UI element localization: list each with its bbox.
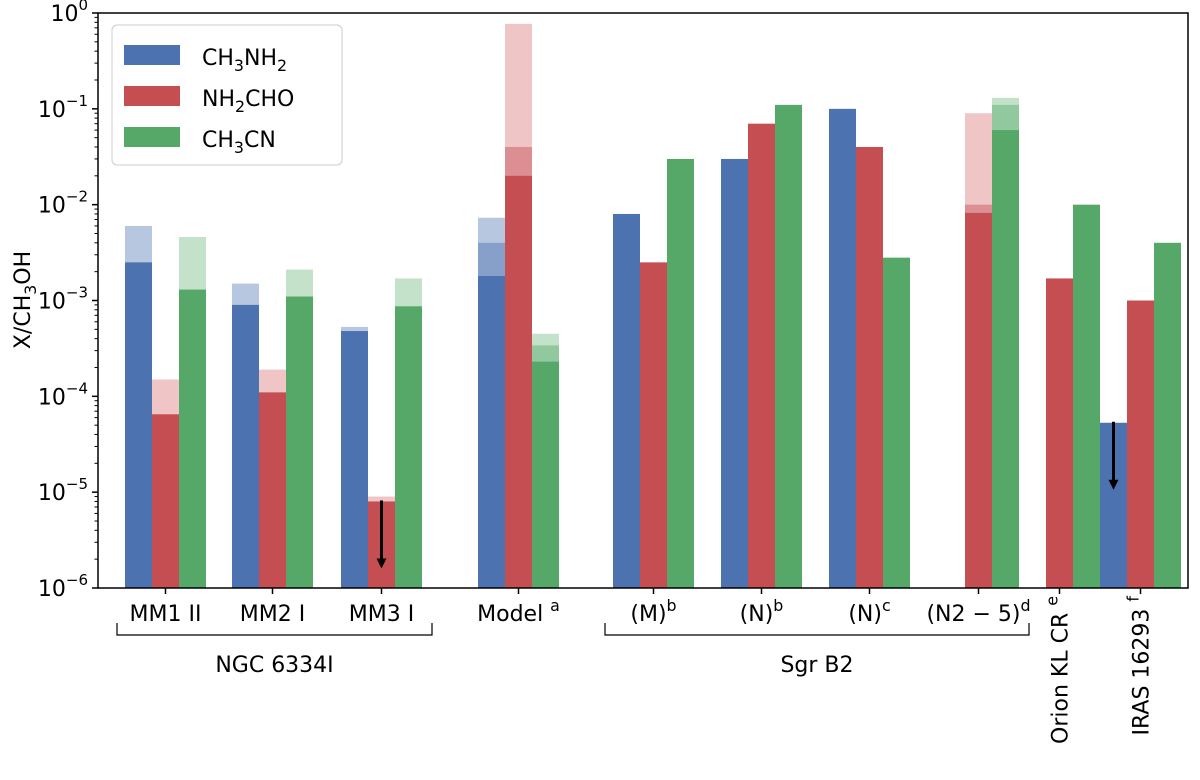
bar-group [721,104,802,589]
bar [152,414,179,588]
x-axis: MM1 II MM2 I MM3 I Model a (M)b (N)b (N)c (N2 −… [130,588,1155,744]
legend-entry: NH2CHO [202,87,294,116]
x-tick-label: (N2 − 5)d [926,596,1030,627]
bar [179,289,206,588]
bar-group [613,158,694,589]
bracket-line [116,623,433,636]
x-tick-label: (N)b [740,596,784,627]
y-axis: 10−6 10−5 10−4 10−3 10−2 10−1 100 [38,0,98,602]
legend-entry: CH3NH2 [202,46,287,75]
bar [856,146,883,589]
x-tick-label: MM1 II [130,602,202,627]
y-tick-label: 10−5 [38,475,88,506]
bar-group [341,278,422,588]
bracket-label: NGC 6334I [215,653,333,678]
upper-limit-arrowhead [1108,479,1119,490]
y-tick-label: 10−4 [38,379,88,410]
bar [1046,278,1073,588]
x-tick-label: (N)c [848,596,890,627]
x-tick-label: (M)b [630,596,676,627]
bracket-line [604,623,1030,636]
y-axis-title: X/CH3OH [11,251,40,349]
bar-group [965,97,1019,589]
legend-swatch [124,86,180,106]
bar [286,296,313,588]
bar [341,331,368,588]
bar [1127,300,1154,588]
legend-swatch [124,127,180,147]
y-tick-label: 100 [50,0,88,27]
bar [1073,204,1100,588]
upper-limit-arrowhead [376,558,387,569]
bar [640,262,667,588]
bar [532,361,559,588]
bar [721,158,748,588]
bar [125,262,152,588]
bar [992,130,1019,588]
bar [748,123,775,588]
x-tick-label: MM2 I [240,602,305,627]
bar [395,306,422,588]
legend-swatch [124,45,180,65]
y-tick-label: 10−2 [38,188,88,219]
bar [775,104,802,589]
x-tick-label: Orion KL CR e [1043,596,1074,744]
group-brackets: NGC 6334I Sgr B2 [116,623,1030,678]
bar [478,276,505,588]
bar-group [232,269,313,588]
bar [883,257,910,588]
bar [829,108,856,588]
x-tick-label: Model a [477,596,560,627]
legend-entry: CH3CN [202,128,276,157]
bar-group [1100,242,1181,588]
bar-group [478,23,559,589]
y-tick-label: 10−6 [38,571,88,602]
bar [667,158,694,588]
arrows-layer [376,421,1119,569]
x-tick-label: IRAS 16293 f [1124,596,1155,736]
bar-group [829,108,910,589]
y-tick-label: 10−3 [38,284,88,315]
bar [259,392,286,588]
bar-group [125,225,206,588]
bars-layer [125,23,1181,589]
bar-group [1046,204,1100,588]
y-axis-label: X/CH3OH [11,251,40,349]
bar [613,213,640,589]
bracket-label: Sgr B2 [780,653,853,678]
bar [965,212,992,588]
x-tick-label: MM3 I [349,602,414,627]
bar [232,304,259,588]
bar [1154,242,1181,588]
legend: CH3NH2 NH2CHO CH3CN [111,24,343,166]
bar [505,175,532,588]
y-tick-label: 10−1 [38,92,88,123]
